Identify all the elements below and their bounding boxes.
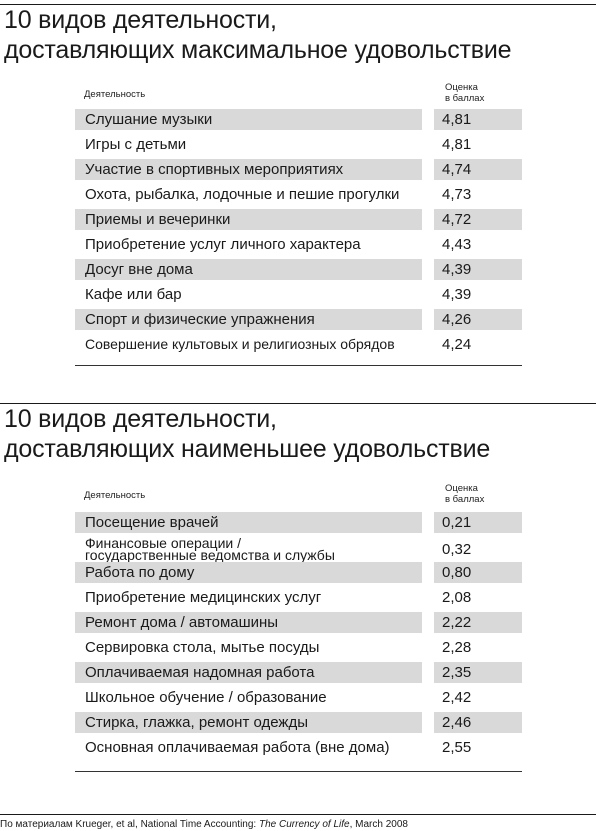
activity-name: Стирка, глажка, ремонт одежды — [75, 712, 422, 733]
activity-score: 0,21 — [434, 512, 522, 533]
activity-name: Оплачиваемая надомная работа — [75, 662, 422, 683]
activity-score: 2,08 — [442, 589, 472, 606]
activity-name: Досуг вне дома — [75, 259, 422, 280]
activity-name: Основная оплачиваемая работа (вне дома) — [85, 739, 390, 756]
table-row: Посещение врачей 0,21 — [75, 512, 522, 537]
activity-score: 2,46 — [434, 712, 522, 733]
table-row: Игры с детьми 4,81 — [75, 134, 522, 159]
activity-name: Приобретение медицинских услуг — [85, 589, 322, 606]
activity-name: Посещение врачей — [75, 512, 422, 533]
section-1-score-header-line-1: Оценка — [445, 82, 478, 93]
activity-name: Участие в спортивных мероприятиях — [75, 159, 422, 180]
activity-name: Спорт и физические упражнения — [75, 309, 422, 330]
activity-score: 4,73 — [442, 186, 472, 203]
table-row: Приемы и вечеринки 4,72 — [75, 209, 522, 234]
source-title: The Currency of Life — [258, 819, 350, 830]
activity-score: 0,80 — [434, 562, 522, 583]
table-row: Досуг вне дома 4,39 — [75, 259, 522, 284]
activity-name: Охота, рыбалка, лодочные и пешие прогулк… — [85, 186, 400, 203]
table-row: Слушание музыки 4,81 — [75, 109, 522, 134]
table-row: Приобретение медицинских услуг 2,08 — [75, 587, 522, 612]
table-row: Сервировка стола, мытье посуды 2,28 — [75, 637, 522, 662]
section-2-table: Посещение врачей 0,21 Финансовые операции… — [75, 512, 522, 762]
section-2-top-rule — [0, 403, 596, 404]
activity-name: Игры с детьми — [85, 136, 187, 153]
activity-name: Ремонт дома / автомашины — [75, 612, 422, 633]
activity-name: Кафе или бар — [85, 286, 182, 303]
section-2-score-header-line-1: Оценка — [445, 483, 478, 494]
section-1-top-rule — [0, 4, 596, 5]
activity-name: Совершение культовых и религиозных обряд… — [85, 336, 395, 352]
section-1-title-line-1: 10 видов деятельности, — [4, 6, 277, 34]
table-row: Спорт и физические упражнения 4,26 — [75, 309, 522, 334]
activity-name: Слушание музыки — [75, 109, 422, 130]
activity-score: 4,39 — [442, 286, 472, 303]
activity-score: 2,42 — [442, 689, 472, 706]
activity-score: 4,26 — [434, 309, 522, 330]
table-row: Кафе или бар 4,39 — [75, 284, 522, 309]
table-row: Стирка, глажка, ремонт одежды 2,46 — [75, 712, 522, 737]
table-row: Участие в спортивных мероприятиях 4,74 — [75, 159, 522, 184]
table-row: Школьное обучение / образование 2,42 — [75, 687, 522, 712]
section-1-bottom-rule — [75, 365, 522, 366]
activity-score: 2,55 — [442, 739, 472, 756]
activity-name: Приемы и вечеринки — [75, 209, 422, 230]
activity-name-line-2: государственные ведомства и службы — [85, 547, 335, 562]
section-2-bottom-rule — [75, 771, 522, 772]
activity-score: 4,39 — [434, 259, 522, 280]
activity-name-line-1: Финансовые операции / — [85, 537, 241, 551]
section-1-score-header: Оценка в баллах — [445, 82, 505, 104]
table-row: Оплачиваемая надомная работа 2,35 — [75, 662, 522, 687]
section-2-score-header-line-2: в баллах — [445, 494, 485, 505]
table-row: Приобретение услуг личного характера 4,43 — [75, 234, 522, 259]
activity-score: 0,32 — [442, 541, 472, 558]
source-suffix: , March 2008 — [349, 819, 408, 830]
section-1-table: Слушание музыки 4,81 Игры с детьми 4,81 Уч… — [75, 109, 522, 359]
section-2-score-header: Оценка в баллах — [445, 483, 505, 505]
activity-score: 2,22 — [434, 612, 522, 633]
section-2-title-line-1: 10 видов деятельности, — [4, 405, 277, 433]
section-1-title: 10 видов деятельности, доставляющих макс… — [4, 5, 511, 65]
table-row: Ремонт дома / автомашины 2,22 — [75, 612, 522, 637]
activity-name: Школьное обучение / образование — [85, 689, 327, 706]
activity-score: 2,35 — [434, 662, 522, 683]
activity-name: Сервировка стола, мытье посуды — [85, 639, 320, 656]
section-1-activity-header: Деятельность — [84, 89, 146, 100]
activity-name: Работа по дому — [75, 562, 422, 583]
activity-score: 4,72 — [434, 209, 522, 230]
section-2-title: 10 видов деятельности, доставляющих наим… — [4, 404, 490, 464]
activity-score: 4,74 — [434, 159, 522, 180]
table-row: Охота, рыбалка, лодочные и пешие прогулк… — [75, 184, 522, 209]
activity-name: Приобретение услуг личного характера — [85, 236, 361, 253]
activity-name: Финансовые операции / государственные ве… — [75, 537, 422, 562]
source-prefix: По материалам Krueger, et al, National T… — [0, 819, 259, 830]
activity-score: 4,24 — [442, 336, 472, 353]
activity-score: 4,43 — [442, 236, 472, 253]
activity-score: 2,28 — [442, 639, 472, 656]
activity-score: 4,81 — [434, 109, 522, 130]
table-row: Совершение культовых и религиозных обряд… — [75, 334, 522, 359]
section-2-title-line-2: доставляющих наименьшее удовольствие — [4, 435, 491, 463]
table-row: Основная оплачиваемая работа (вне дома) 2… — [75, 737, 522, 762]
section-1-title-line-2: доставляющих максимальное удовольствие — [4, 36, 512, 64]
source-note: По материалам Krueger, et al, National T… — [0, 814, 596, 831]
section-1-score-header-line-2: в баллах — [445, 93, 485, 104]
section-2-activity-header: Деятельность — [84, 490, 146, 501]
activity-score: 4,81 — [442, 136, 472, 153]
table-row: Финансовые операции / государственные ве… — [75, 537, 522, 562]
table-row: Работа по дому 0,80 — [75, 562, 522, 587]
